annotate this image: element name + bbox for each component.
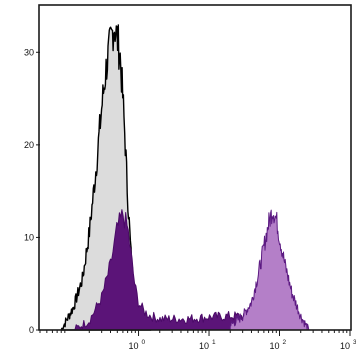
x-tick-label-exponent: 2 [283,339,287,346]
series-layer [60,24,310,331]
y-axis: 0 10 20 30 [24,47,40,335]
y-tick-label: 30 [24,47,34,57]
series-2-area [73,209,252,331]
y-tick-label: 20 [24,140,34,150]
x-tick-label-exponent: 1 [212,339,216,346]
x-tick-label-exponent: 3 [353,339,356,346]
y-tick-label: 0 [29,325,34,335]
x-tick-label-base: 10 [129,341,139,351]
x-tick-label-base: 10 [199,341,209,351]
x-tick-label-exponent: 0 [142,339,146,346]
series-3-area [229,209,310,331]
plot-frame [38,4,352,331]
x-tick-label-base: 10 [340,341,350,351]
x-axis: 10 0 10 1 10 2 10 3 [39,330,356,351]
y-tick-label: 10 [24,232,34,242]
x-tick-label-base: 10 [270,341,280,351]
